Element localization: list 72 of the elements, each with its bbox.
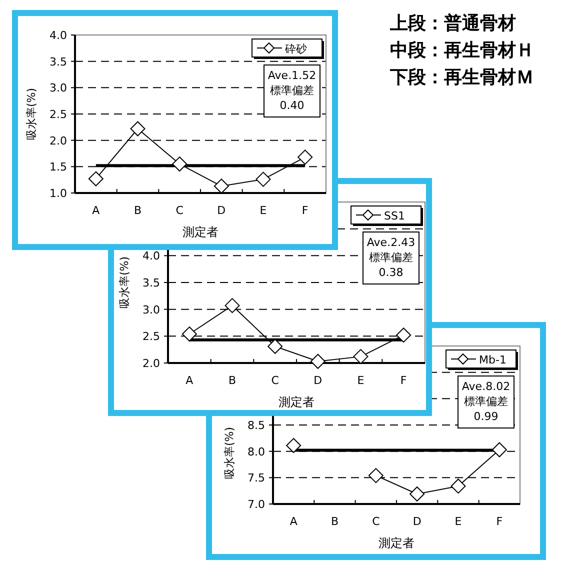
point [224, 298, 240, 314]
x-tick-label: A [186, 374, 194, 387]
annotation: 標準偏差 [270, 84, 314, 97]
x-axis-title: 測定者 [378, 536, 414, 550]
x-tick-label: B [228, 374, 236, 387]
point [88, 171, 104, 186]
text: 中段：再生骨材Ｈ [390, 40, 534, 61]
annotation: 標準偏差 [369, 251, 413, 264]
point [130, 121, 146, 136]
y-tick-label: 3.0 [142, 303, 160, 316]
point [410, 486, 425, 502]
x-tick-label: D [217, 204, 226, 217]
y-tick-label: 2.0 [142, 357, 160, 370]
point [298, 150, 313, 165]
y-axis-title: 吸水率(%) [118, 256, 131, 309]
y-tick-label: 8.0 [248, 445, 265, 458]
text: 下段：再生骨材Ｍ [389, 67, 534, 88]
annotation: Ave.2.43 [366, 236, 416, 249]
y-tick-label: 4.0 [50, 29, 67, 42]
x-tick-label: D [412, 515, 422, 528]
x-tick-label: A [290, 515, 298, 528]
x-tick-label: F [400, 374, 407, 387]
point [268, 338, 283, 354]
legend-label: Mb-1 [479, 354, 506, 366]
y-tick-label: 1.5 [50, 160, 67, 174]
y-tick-label: 1.0 [50, 187, 67, 200]
y-axis-title: 吸水率(%) [25, 88, 38, 140]
x-tick-label: A [92, 204, 100, 217]
x-tick-label: C [271, 374, 280, 387]
legend-label: 砕砂 [284, 42, 307, 56]
point [368, 468, 384, 484]
point [256, 172, 271, 187]
x-tick-label: E [454, 515, 462, 528]
x-tick-label: B [134, 204, 142, 217]
point [353, 349, 368, 364]
annotation: 0.99 [474, 410, 498, 423]
y-tick-label: 3.5 [142, 276, 160, 290]
y-axis-title: 吸水率(%) [223, 426, 236, 480]
y-tick-label: 2.5 [142, 330, 160, 344]
y-tick-label: 7.5 [248, 472, 265, 485]
x-tick-label: C [372, 515, 380, 528]
y-tick-label: 8.5 [248, 419, 265, 432]
x-tick-label: F [496, 515, 503, 528]
x-tick-label: E [260, 204, 267, 217]
point [172, 156, 188, 172]
point [450, 478, 466, 494]
y-tick-label: 2.0 [50, 134, 67, 148]
point [286, 438, 302, 454]
x-axis-title: 測定者 [278, 395, 314, 409]
annotation: 標準偏差 [464, 395, 508, 408]
x-axis-title: 測定者 [182, 225, 218, 239]
annotation: Ave.1.52 [268, 69, 316, 82]
point [182, 326, 197, 342]
y-tick-label: 2.5 [50, 108, 67, 121]
annotation: Ave.8.02 [462, 380, 510, 393]
y-tick-label: 4.0 [142, 250, 160, 263]
y-tick-label: 3.0 [50, 82, 67, 95]
x-tick-label: D [314, 374, 322, 387]
point [396, 328, 412, 343]
point [214, 178, 229, 194]
x-tick-label: C [176, 204, 184, 217]
x-tick-label: F [302, 204, 308, 217]
y-tick-label: 7.0 [248, 498, 265, 511]
point [492, 442, 507, 458]
x-tick-label: B [330, 515, 339, 528]
text: 上段：普通骨材 [389, 13, 516, 34]
y-tick-label: 3.5 [50, 55, 67, 68]
annotation: 0.40 [280, 99, 304, 112]
point [310, 354, 326, 369]
legend-label: SS1 [384, 210, 405, 222]
annotation: 0.38 [378, 266, 404, 279]
x-tick-label: E [357, 374, 364, 387]
